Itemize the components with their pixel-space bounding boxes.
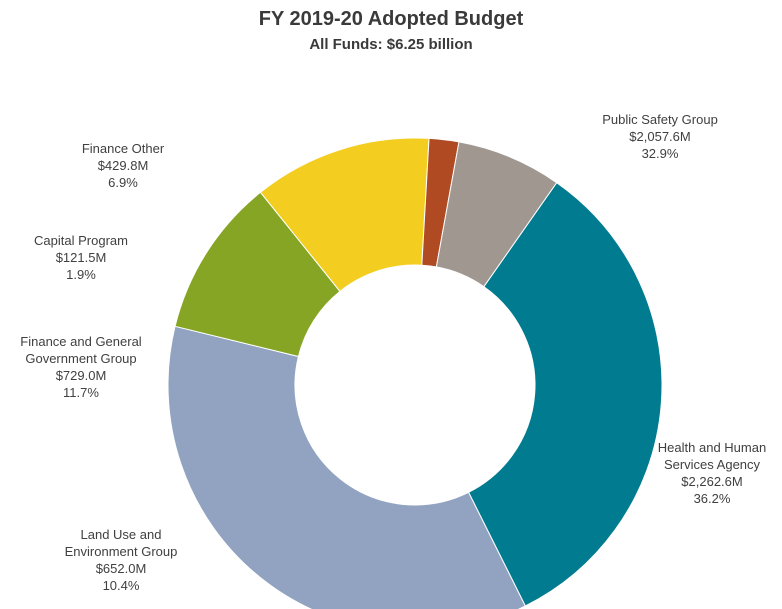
slice-label-name: Capital Program: [34, 233, 128, 248]
slice-label: Health and Human Services Agency $2,262.6M…: [658, 440, 766, 506]
slice-label-amount: $2,262.6M: [681, 474, 742, 489]
slice-label-percent: 6.9%: [108, 175, 138, 190]
slice-label-name: Government Group: [25, 351, 136, 366]
slice-label: Finance Other $429.8M 6.9%: [82, 141, 165, 190]
donut-slices: [167, 137, 663, 609]
chart-title: FY 2019-20 Adopted Budget: [258, 8, 524, 30]
slice-label: Capital Program $121.5M 1.9%: [34, 233, 128, 282]
slice-label-name: Land Use and: [81, 527, 162, 542]
slice-label-amount: $652.0M: [96, 561, 147, 576]
slice-public-safety-group: [467, 181, 663, 607]
slice-label-amount: $2,057.6M: [629, 129, 690, 144]
slice-label-percent: 1.9%: [66, 267, 96, 282]
slice-label-percent: 36.2%: [694, 491, 731, 506]
slice-label: Public Safety Group $2,057.6M 32.9%: [602, 112, 718, 161]
slice-label-amount: $121.5M: [56, 250, 107, 265]
slice-label-percent: 11.7%: [63, 385, 99, 400]
slice-label-name: Finance and General: [20, 334, 142, 349]
slice-label-name: Health and Human: [658, 440, 766, 455]
slice-label-name: Finance Other: [82, 141, 165, 156]
slice-label-percent: 10.4%: [103, 578, 140, 593]
slice-label-percent: 32.9%: [642, 146, 679, 161]
chart-subtitle: All Funds: $6.25 billion: [309, 36, 473, 53]
slice-label: Finance and General Government Group $729.…: [20, 334, 142, 400]
slice-label-name: Public Safety Group: [602, 112, 718, 127]
slice-label-name: Environment Group: [65, 544, 178, 559]
slice-label-amount: $429.8M: [98, 158, 149, 173]
slice-label: Land Use and Environment Group $652.0M 10.4…: [65, 527, 178, 593]
slice-health-and-human-services-agency: [167, 325, 526, 609]
slice-label-name: Services Agency: [664, 457, 761, 472]
donut-labels: Public Safety Group $2,057.6M 32.9% Health …: [20, 112, 766, 593]
slice-label-amount: $729.0M: [56, 368, 107, 383]
slice-finance-other: [435, 141, 558, 288]
